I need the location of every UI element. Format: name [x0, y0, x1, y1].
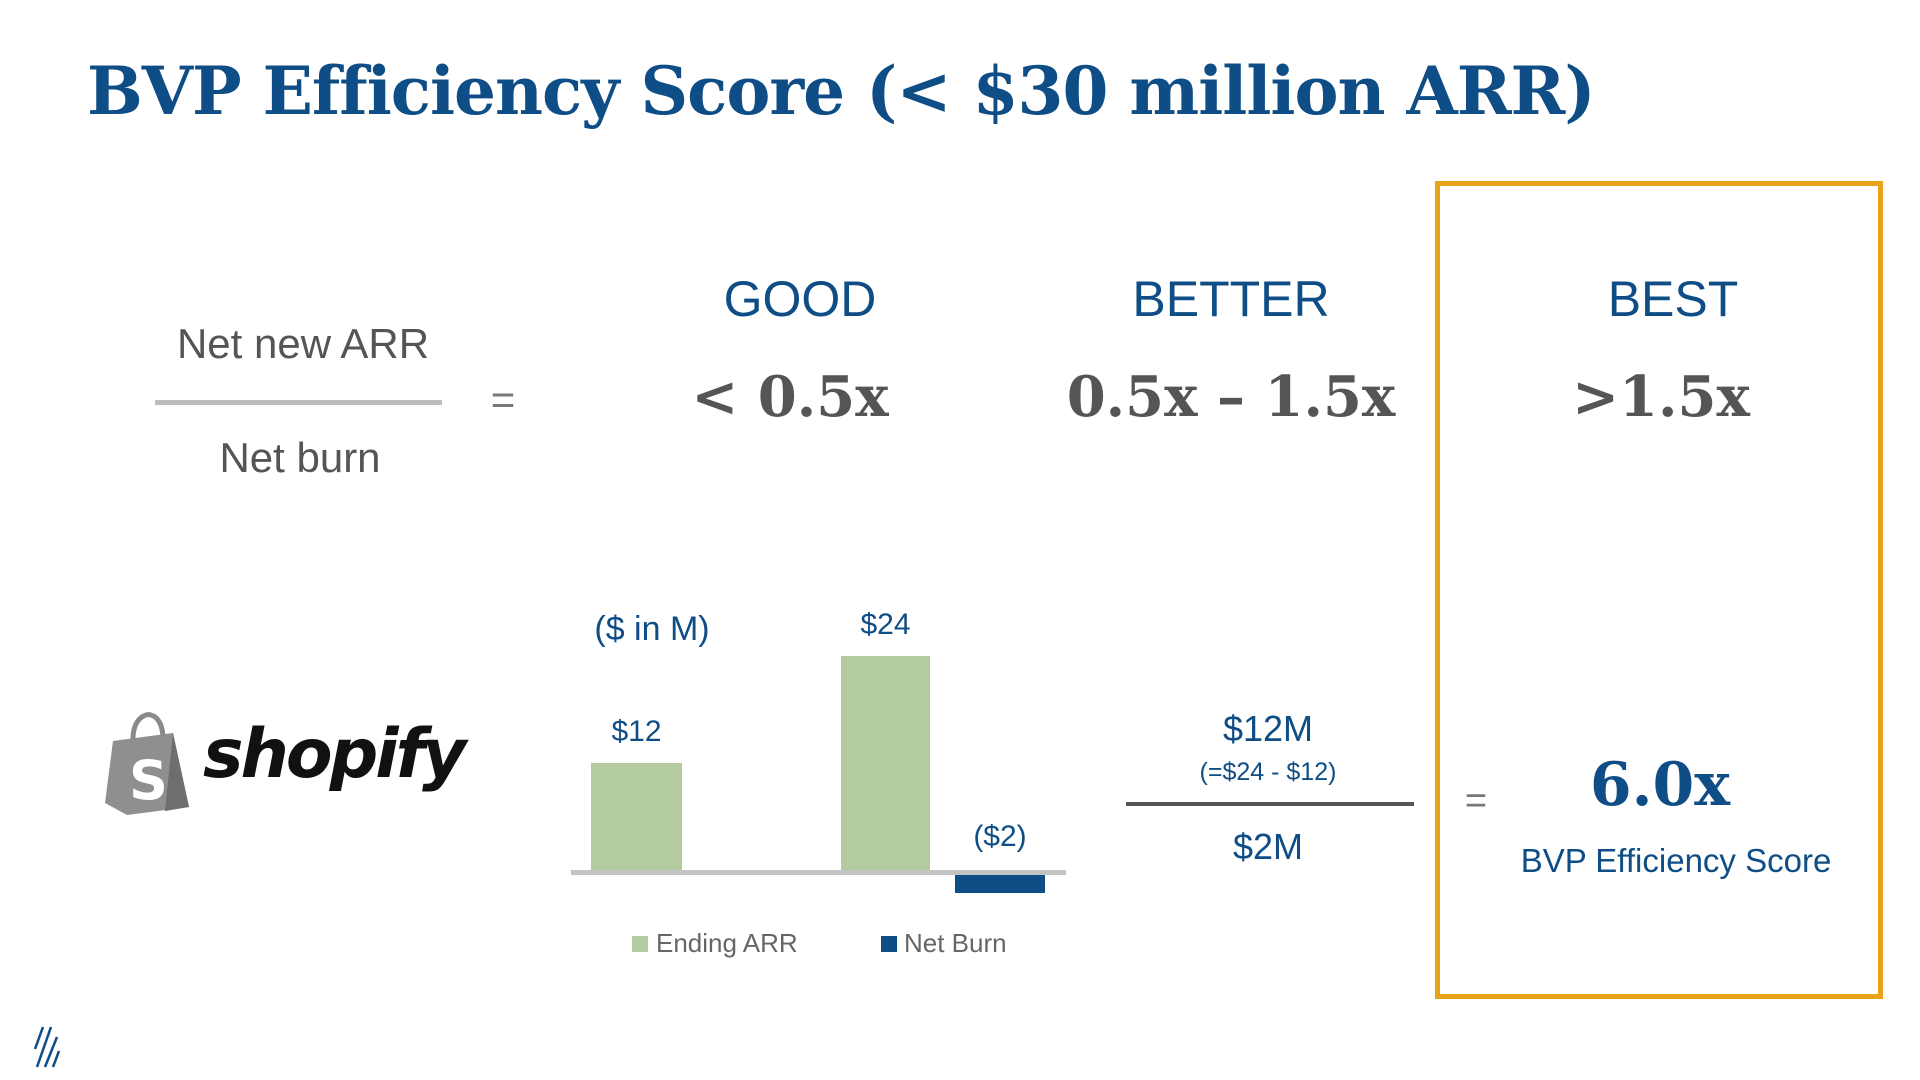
shopify-logo: S shopify — [103, 711, 466, 815]
best-highlight-box — [1435, 181, 1883, 999]
shopping-bag-icon: S — [105, 712, 189, 815]
fraction-line — [155, 400, 442, 405]
tier-better-value: 0.5x – 1.5x — [1066, 364, 1396, 430]
efficiency-score-value: 6.0x — [1589, 750, 1731, 820]
efficiency-score-label: BVP Efficiency Score — [1520, 842, 1832, 879]
bar-data-label: $24 — [860, 608, 911, 642]
bar-data-label: ($2) — [973, 820, 1027, 853]
legend-swatch-net-burn — [881, 936, 897, 952]
page-title: BVP Efficiency Score (< $30 million ARR) — [87, 52, 1596, 130]
tier-better-label: BETTER — [1132, 271, 1330, 327]
calc-numerator: $12M — [1222, 708, 1314, 749]
tier-best-label: BEST — [1607, 271, 1739, 327]
calc-fraction-line — [1126, 802, 1414, 806]
tier-best-value: >1.5x — [1572, 364, 1750, 430]
bar-ending-arr — [591, 763, 682, 870]
calc-note: (=$24 - $12) — [1199, 758, 1337, 786]
svg-text:S: S — [129, 749, 168, 812]
legend-swatch-ending-arr — [632, 936, 648, 952]
tier-good-value: < 0.5x — [691, 364, 889, 430]
formula-numerator: Net new ARR — [176, 320, 430, 367]
chart-axis — [571, 870, 1066, 875]
bvp-logo-icon — [33, 1026, 61, 1068]
bar-ending-arr — [841, 656, 930, 870]
formula-denominator: Net burn — [219, 434, 381, 481]
legend-ending-arr: Ending ARR — [656, 928, 798, 958]
legend-net-burn: Net Burn — [904, 928, 1007, 958]
tier-good-label: GOOD — [723, 271, 877, 327]
calc-equals-sign: = — [1464, 780, 1488, 822]
bar-data-label: $12 — [611, 715, 662, 749]
equals-sign: = — [490, 376, 516, 423]
shopify-wordmark: shopify — [203, 715, 466, 794]
bar-net-burn — [955, 875, 1045, 893]
calc-denominator: $2M — [1232, 826, 1304, 867]
chart-unit-label: ($ in M) — [594, 610, 710, 648]
